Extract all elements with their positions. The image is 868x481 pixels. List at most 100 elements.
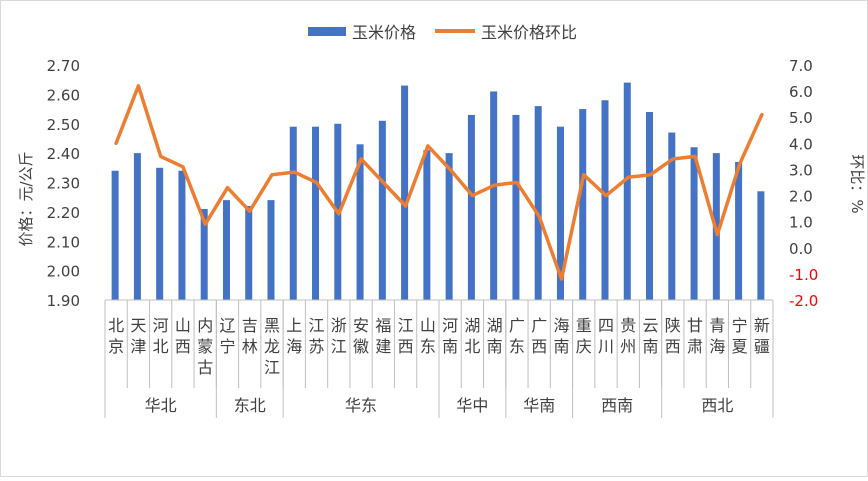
- x-category-label: 甘肃: [687, 316, 703, 356]
- bar: [757, 191, 765, 300]
- bar: [690, 147, 698, 300]
- y-axis-right-title: 环比：%: [848, 154, 866, 213]
- line-point: [604, 194, 608, 197]
- y-left-tick-label: 1.90: [47, 292, 80, 310]
- line-point: [448, 168, 452, 171]
- x-group-label: 华中: [456, 396, 488, 415]
- line-series: [114, 84, 764, 281]
- x-group-label: 西南: [601, 396, 633, 415]
- x-category-label: 宁夏: [732, 316, 748, 356]
- bar: [378, 120, 386, 300]
- line-point: [204, 223, 207, 226]
- line-point: [181, 165, 185, 169]
- x-group-label: 华东: [345, 396, 377, 415]
- x-category-label: 山西: [175, 316, 191, 356]
- legend-swatch-bar: [308, 27, 346, 36]
- bar: [111, 170, 119, 300]
- line-point: [493, 183, 496, 187]
- bar: [222, 200, 230, 300]
- y-right-tick-label: 6.0: [789, 83, 813, 101]
- x-category-label: 云南: [643, 316, 659, 356]
- bar: [490, 91, 498, 300]
- y-axis-left-ticks: 1.90 2.00 2.10 2.20 2.30 2.40 2.50 2.60 2.70: [47, 57, 80, 310]
- bar-series: [111, 82, 765, 300]
- line-point: [538, 215, 541, 218]
- y-right-tick-label: 5.0: [789, 109, 813, 127]
- bar: [423, 150, 431, 300]
- line-point: [426, 144, 430, 148]
- x-category-label: 重庆: [576, 316, 592, 356]
- x-category-label: 陕西: [665, 316, 681, 356]
- bar: [178, 170, 186, 300]
- bar: [200, 208, 208, 300]
- bar: [156, 167, 164, 300]
- line-point: [716, 233, 719, 236]
- x-category-label: 天津: [130, 316, 146, 356]
- y-right-tick-label: 1.0: [789, 214, 813, 232]
- x-category-label: 山东: [420, 316, 436, 356]
- x-category-label: 江西: [398, 316, 414, 356]
- line-point: [671, 157, 674, 161]
- x-category-label: 河南: [442, 316, 458, 356]
- x-category-label: 广西: [531, 316, 547, 356]
- x-category-label: 湖北: [464, 316, 480, 356]
- x-category-label: 北京: [108, 316, 124, 356]
- bar: [356, 144, 364, 300]
- bar: [445, 153, 453, 300]
- x-category-label: 安徽: [353, 316, 369, 356]
- x-category-label: 河北: [153, 316, 169, 356]
- x-category-label: 湖南: [487, 316, 503, 356]
- x-category-label: 青海: [709, 316, 725, 356]
- legend-label-line: 玉米价格环比: [481, 23, 577, 42]
- line-point: [649, 173, 652, 176]
- bar: [534, 106, 542, 300]
- x-category-label: 广东: [509, 316, 525, 356]
- y-right-tick-label: -2.0: [789, 292, 818, 310]
- line-point: [515, 181, 519, 184]
- line-point: [293, 170, 296, 174]
- y-right-tick-label: 0.0: [789, 240, 813, 258]
- y-right-tick-label: 4.0: [789, 135, 813, 153]
- line-path: [114, 84, 764, 281]
- y-left-tick-label: 2.70: [47, 57, 80, 75]
- x-axis: 北京天津河北山西内蒙古辽宁吉林黑龙江上海江苏浙江安徽福建江西山东河南湖北湖南广东…: [104, 299, 774, 418]
- x-category-label: 上海: [286, 316, 302, 356]
- line-point: [248, 210, 251, 213]
- line-point: [315, 181, 318, 184]
- line-point: [627, 176, 630, 179]
- bar: [623, 82, 631, 300]
- y-right-tick-label: 7.0: [789, 57, 813, 75]
- y-left-tick-label: 2.60: [47, 86, 80, 104]
- line-point: [738, 163, 741, 166]
- bar: [312, 126, 320, 300]
- y-right-tick-label: 3.0: [789, 161, 813, 179]
- x-category-label: 福建: [375, 316, 391, 356]
- y-left-tick-label: 2.10: [47, 233, 80, 251]
- y-right-tick-label: 2.0: [789, 188, 813, 206]
- x-category-label: 浙江: [331, 316, 347, 356]
- bar: [289, 126, 297, 300]
- x-category-label: 新疆: [754, 316, 770, 356]
- line-point: [137, 84, 140, 88]
- y-left-tick-label: 2.00: [47, 263, 80, 281]
- y-left-tick-label: 2.50: [47, 116, 80, 134]
- x-group-label: 华北: [145, 396, 177, 415]
- x-group-label: 西北: [701, 396, 733, 415]
- x-category-label: 贵州: [620, 316, 636, 356]
- bar: [556, 126, 564, 300]
- line-point: [382, 181, 385, 184]
- line-point: [226, 186, 229, 189]
- line-point: [471, 194, 474, 197]
- bar: [601, 100, 609, 300]
- y-axis-left-title: 价格：元/公斤: [17, 151, 35, 246]
- y-right-tick-label: -1.0: [789, 266, 818, 284]
- line-point: [337, 212, 340, 216]
- line-point: [693, 155, 697, 158]
- x-category-label: 内蒙古: [197, 316, 213, 377]
- line-point: [760, 113, 764, 116]
- x-category-label: 吉林: [242, 316, 258, 356]
- x-category-label: 海南: [553, 316, 569, 356]
